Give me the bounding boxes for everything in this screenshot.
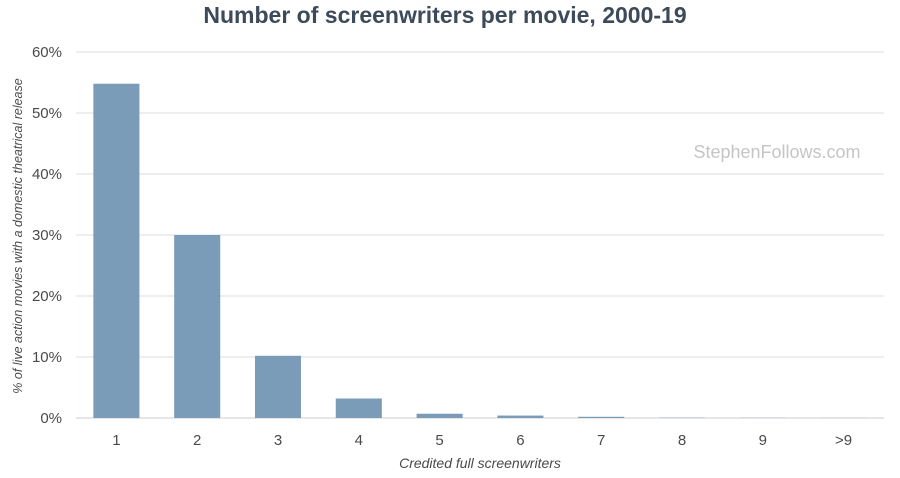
x-tick-label: 5 — [435, 432, 443, 449]
y-tick-label: 0% — [40, 410, 62, 427]
x-tick-label: 8 — [678, 432, 686, 449]
bar — [174, 235, 221, 418]
watermark: StephenFollows.com — [693, 142, 860, 162]
y-axis-title: % of live action movies with a domestic … — [11, 78, 25, 393]
x-axis-title: Credited full screenwriters — [399, 455, 561, 471]
bar — [335, 398, 382, 418]
x-tick-label: 2 — [193, 432, 201, 449]
chart-title: Number of screenwriters per movie, 2000-… — [203, 2, 686, 28]
y-tick-label: 20% — [32, 288, 62, 305]
y-axis-ticks: 0% 10% 20% 30% 40% 50% 60% — [32, 44, 62, 427]
x-tick-label: 1 — [112, 432, 120, 449]
bars — [93, 83, 867, 418]
bar — [93, 83, 140, 418]
x-tick-label: 3 — [274, 432, 282, 449]
y-tick-label: 60% — [32, 44, 62, 61]
bar — [578, 416, 625, 418]
x-tick-label: 4 — [355, 432, 363, 449]
x-tick-label: 7 — [597, 432, 605, 449]
x-tick-label: >9 — [835, 432, 852, 449]
bar — [497, 415, 544, 418]
bar — [254, 355, 302, 418]
x-axis-ticks: 1 2 3 4 5 6 7 8 9 >9 — [112, 432, 852, 449]
x-tick-label: 6 — [516, 432, 524, 449]
x-tick-label: 9 — [759, 432, 767, 449]
y-tick-label: 40% — [32, 166, 62, 183]
y-tick-label: 10% — [32, 349, 62, 366]
y-tick-label: 50% — [32, 105, 62, 122]
y-tick-label: 30% — [32, 227, 62, 244]
bar — [416, 413, 463, 418]
